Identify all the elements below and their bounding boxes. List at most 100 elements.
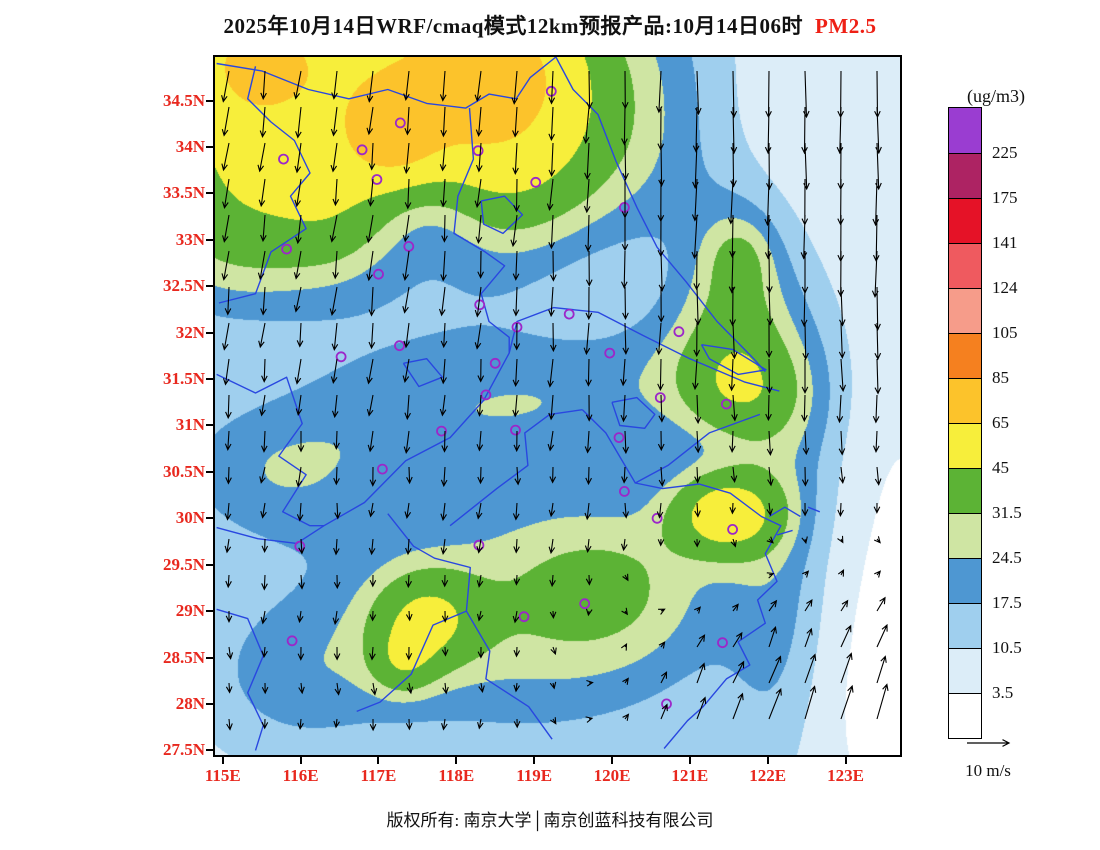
legend-color-swatch [949, 288, 981, 333]
city-marker [563, 308, 575, 320]
city-markers [278, 85, 738, 710]
lat-tick-mark [206, 238, 213, 241]
pm25-concentration-field [215, 57, 900, 755]
city-marker [618, 201, 630, 213]
legend-color-swatch [949, 423, 981, 468]
legend-color-swatch [949, 153, 981, 198]
lat-tick-mark [206, 378, 213, 381]
lon-tick-mark [377, 757, 380, 764]
lat-tick-mark [206, 99, 213, 102]
boundary-line [776, 529, 793, 536]
city-marker [579, 598, 591, 610]
boundary-line [480, 195, 524, 235]
wind-scale-label: 10 m/s [965, 761, 1011, 780]
legend-unit-label: (ug/m3) [967, 86, 1025, 106]
city-marker [510, 424, 521, 436]
map-overlay [216, 57, 889, 751]
legend-level-label: 225 [992, 143, 1018, 162]
lat-tick-label: 32N [175, 322, 205, 342]
boundary-line [555, 57, 766, 373]
legend-level-label: 10.5 [992, 638, 1022, 657]
city-marker [613, 432, 625, 444]
city-marker [717, 637, 728, 649]
lon-tick-label: 121E [671, 766, 709, 785]
reference-wind-arrow [967, 739, 1011, 747]
lon-tick-label: 119E [516, 766, 553, 785]
lon-tick-label: 122E [749, 766, 787, 785]
page-title: 2025年10月14日WRF/cmaq模式12km预报产品:10月14日06时 P… [0, 10, 1100, 40]
lat-tick-label: 27.5N [162, 740, 205, 760]
lon-tick-label: 116E [282, 766, 319, 785]
legend-color-swatch [949, 648, 981, 693]
lat-tick-mark [206, 285, 213, 288]
lat-tick-mark [206, 470, 213, 473]
lat-tick-label: 31.5N [162, 369, 205, 389]
lat-tick-mark [206, 749, 213, 752]
boundary-line [356, 610, 467, 713]
city-marker [530, 176, 542, 188]
legend-level-label: 24.5 [992, 548, 1022, 567]
legend-level-label: 124 [992, 278, 1018, 297]
legend-level-label: 17.5 [992, 593, 1022, 612]
legend-level-label: 31.5 [992, 503, 1022, 522]
city-marker [403, 240, 415, 252]
city-marker [518, 611, 530, 623]
lat-tick-label: 28N [175, 693, 205, 713]
boundary-line [634, 413, 782, 749]
city-marker [654, 392, 666, 404]
city-marker [480, 389, 492, 401]
map-plot [213, 55, 902, 757]
legend-level-label: 141 [992, 233, 1018, 252]
legend-level-label: 65 [992, 413, 1009, 432]
lon-tick-mark [844, 757, 847, 764]
lat-tick-mark [206, 424, 213, 427]
lat-tick-mark [206, 702, 213, 705]
city-marker [335, 351, 347, 363]
boundary-line [387, 513, 553, 740]
lon-tick-label: 117E [360, 766, 397, 785]
legend-color-swatch [949, 243, 981, 288]
boundary-line [402, 358, 443, 388]
city-marker [720, 398, 732, 410]
city-marker [489, 357, 501, 369]
city-marker [545, 85, 557, 97]
legend-color-swatch [949, 108, 981, 153]
city-marker [356, 144, 368, 156]
city-marker [618, 485, 630, 497]
legend-color-swatch [949, 603, 981, 648]
lat-tick-label: 33N [175, 229, 205, 249]
lon-tick-label: 123E [827, 766, 864, 785]
legend-level-label: 105 [992, 323, 1018, 342]
lat-tick-mark [206, 656, 213, 659]
legend-color-swatch [949, 468, 981, 513]
legend-level-label: 175 [992, 188, 1018, 207]
lon-tick-label: 118E [438, 766, 475, 785]
city-marker [278, 153, 289, 165]
copyright-footer: 版权所有: 南京大学│南京创蓝科技有限公司 [386, 811, 714, 830]
wind-vectors [221, 70, 889, 732]
city-marker [604, 347, 616, 359]
lat-tick-label: 33.5N [162, 183, 205, 203]
legend-level-label: 85 [992, 368, 1009, 387]
boundary-line [216, 373, 324, 527]
city-marker [436, 425, 447, 437]
lat-tick-label: 34.5N [162, 90, 205, 110]
city-marker [286, 635, 298, 647]
boundary-line [216, 306, 780, 545]
legend-color-swatch [949, 333, 981, 378]
boundary-line [453, 108, 510, 354]
legend-color-swatch [949, 513, 981, 558]
city-marker [661, 698, 672, 710]
boundary-line [216, 608, 264, 751]
title-species-label: PM2.5 [815, 14, 877, 38]
lon-tick-mark [610, 757, 613, 764]
lat-tick-mark [206, 563, 213, 566]
lon-tick-mark [221, 757, 224, 764]
city-marker [373, 268, 384, 280]
lon-tick-mark [688, 757, 691, 764]
wind-scale-reference: 10 m/s [933, 728, 1043, 781]
reference-arrow-glyph [967, 739, 1011, 747]
city-marker [472, 145, 484, 157]
boundary-line [581, 409, 636, 484]
